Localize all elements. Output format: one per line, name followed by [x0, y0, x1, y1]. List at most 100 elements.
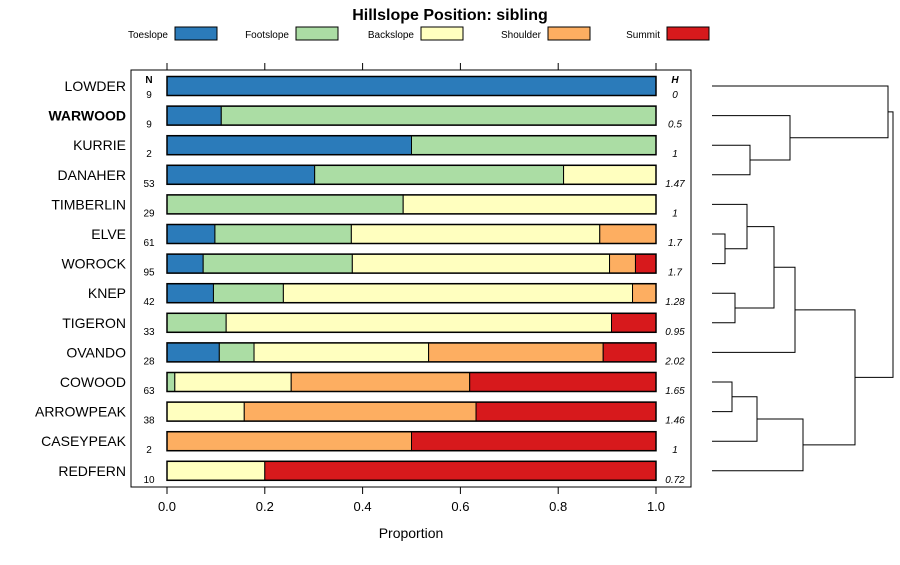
h-value-worock: 1.7: [668, 268, 682, 279]
n-value-tigeron: 33: [143, 327, 155, 338]
bar-segment-redfern-summit: [264, 460, 657, 481]
bar-outline-knep: [166, 282, 657, 304]
bar-segment-arrowpeak-backslope: [166, 401, 245, 422]
row-label-timberlin: TIMBERLIN: [51, 196, 126, 212]
bar-outline-lowder: [166, 75, 657, 97]
dendrogram-link-elve-worock: [712, 233, 726, 265]
bar-segment-cowood-footslope: [166, 372, 176, 392]
bar-ovando: [166, 342, 657, 363]
h-header: H: [671, 75, 679, 86]
x-tick-label-3: 0.6: [451, 499, 469, 514]
plot-frame: [130, 69, 692, 488]
bar-segment-kurrie-footslope: [411, 135, 657, 156]
bar-elve: [166, 223, 657, 245]
bars: [166, 75, 657, 482]
n-value-danaher: 53: [143, 179, 155, 190]
x-tick-label-4: 0.8: [549, 499, 567, 514]
bar-segment-arrowpeak-summit: [475, 401, 657, 422]
bar-segment-arrowpeak-shoulder: [243, 401, 477, 422]
row-label-cowood: COWOOD: [60, 374, 126, 390]
n-value-lowder: 9: [146, 90, 152, 101]
h-value-lowder: 0: [672, 90, 678, 101]
bar-segment-cowood-summit: [469, 372, 657, 392]
legend-swatch-shoulder: [547, 26, 591, 41]
legend-swatch-backslope: [420, 26, 464, 41]
dendrogram-link-middle-group-a: [735, 226, 775, 309]
bar-outline-tigeron: [166, 312, 657, 334]
bar-segment-elve-toeslope: [166, 224, 216, 244]
dendrogram-link-root: [855, 111, 894, 378]
h-value-tigeron: 0.95: [665, 327, 685, 338]
bar-segment-worock-backslope: [351, 253, 611, 274]
h-value-cowood: 1.65: [665, 386, 685, 397]
x-tick-label-1: 0.2: [256, 499, 274, 514]
bar-arrowpeak: [166, 401, 657, 422]
bar-segment-ovando-backslope: [253, 342, 430, 363]
n-value-warwood: 9: [146, 120, 152, 131]
row-label-kurrie: KURRIE: [73, 137, 126, 153]
bar-segment-ovando-shoulder: [428, 342, 604, 363]
bar-segment-ovando-toeslope: [166, 342, 220, 363]
bar-segment-timberlin-footslope: [166, 194, 404, 215]
x-tick-label-2: 0.4: [354, 499, 372, 514]
dendrogram-link-lower-group: [795, 309, 856, 446]
n-header: N: [145, 75, 152, 86]
bar-segment-knep-toeslope: [166, 283, 214, 304]
x-axis: 0.0 0.2 0.4 0.6 0.8 1.0: [158, 63, 665, 514]
row-label-worock: WOROCK: [61, 256, 126, 272]
bar-segment-knep-shoulder: [632, 283, 657, 304]
legend-swatch-footslope: [295, 26, 339, 41]
x-tick-label-0: 0.0: [158, 499, 176, 514]
row-label-danaher: DANAHER: [58, 167, 126, 183]
bar-segment-knep-footslope: [212, 283, 284, 304]
bar-segment-tigeron-summit: [611, 312, 657, 333]
bar-segment-worock-footslope: [202, 253, 353, 274]
row-label-knep: KNEP: [88, 285, 126, 301]
row-label-arrowpeak: ARROWPEAK: [35, 404, 127, 420]
h-value-elve: 1.7: [668, 238, 682, 249]
bar-segment-ovando-summit: [602, 342, 657, 363]
n-value-elve: 61: [143, 238, 155, 249]
h-value-warwood: 0.5: [668, 120, 682, 131]
row-label-caseypeak: CASEYPEAK: [41, 433, 126, 449]
bar-caseypeak: [166, 430, 657, 452]
chart-title: Hillslope Position: sibling: [352, 7, 548, 24]
bar-outline-timberlin: [166, 194, 657, 215]
bar-segment-warwood-toeslope: [166, 105, 222, 126]
bar-segment-kurrie-toeslope: [166, 135, 412, 156]
dendrogram-link-warwood-group: [712, 115, 791, 161]
bar-outline-danaher: [166, 164, 657, 186]
h-value-redfern: 0.72: [665, 475, 685, 486]
bar-segment-danaher-toeslope: [166, 164, 316, 185]
h-value-caseypeak: 1: [672, 445, 678, 456]
row-label-elve: ELVE: [91, 226, 126, 242]
bar-timberlin: [166, 194, 657, 215]
legend-swatch-toeslope: [174, 26, 218, 41]
bar-outline-kurrie: [166, 134, 657, 156]
bar-segment-caseypeak-shoulder: [166, 431, 412, 452]
n-value-redfern: 10: [143, 475, 155, 486]
bar-outline-warwood: [166, 105, 657, 126]
h-value-timberlin: 1: [672, 208, 678, 219]
bar-outline-elve: [166, 223, 657, 245]
bar-segment-worock-shoulder: [609, 253, 636, 274]
bar-segment-tigeron-backslope: [225, 312, 613, 333]
bar-kurrie: [166, 134, 657, 156]
h-value-arrowpeak: 1.46: [665, 416, 685, 427]
bar-segment-elve-shoulder: [599, 224, 657, 244]
h-value-ovando: 2.02: [664, 356, 685, 367]
h-value-danaher: 1.47: [665, 179, 685, 190]
legend-label-toeslope: Toeslope: [128, 30, 168, 41]
x-axis-label: Proportion: [379, 525, 444, 541]
bar-segment-caseypeak-summit: [411, 431, 657, 452]
bar-segment-elve-footslope: [214, 224, 352, 244]
bar-outline-cowood: [166, 371, 657, 393]
bar-segment-worock-toeslope: [166, 253, 204, 274]
dendrogram-link-timberlin-group: [712, 203, 748, 250]
dendrogram: [712, 85, 894, 472]
n-value-kurrie: 2: [146, 149, 152, 160]
bar-segment-knep-backslope: [282, 283, 634, 304]
bar-knep: [166, 282, 657, 304]
bar-segment-redfern-backslope: [166, 460, 266, 481]
